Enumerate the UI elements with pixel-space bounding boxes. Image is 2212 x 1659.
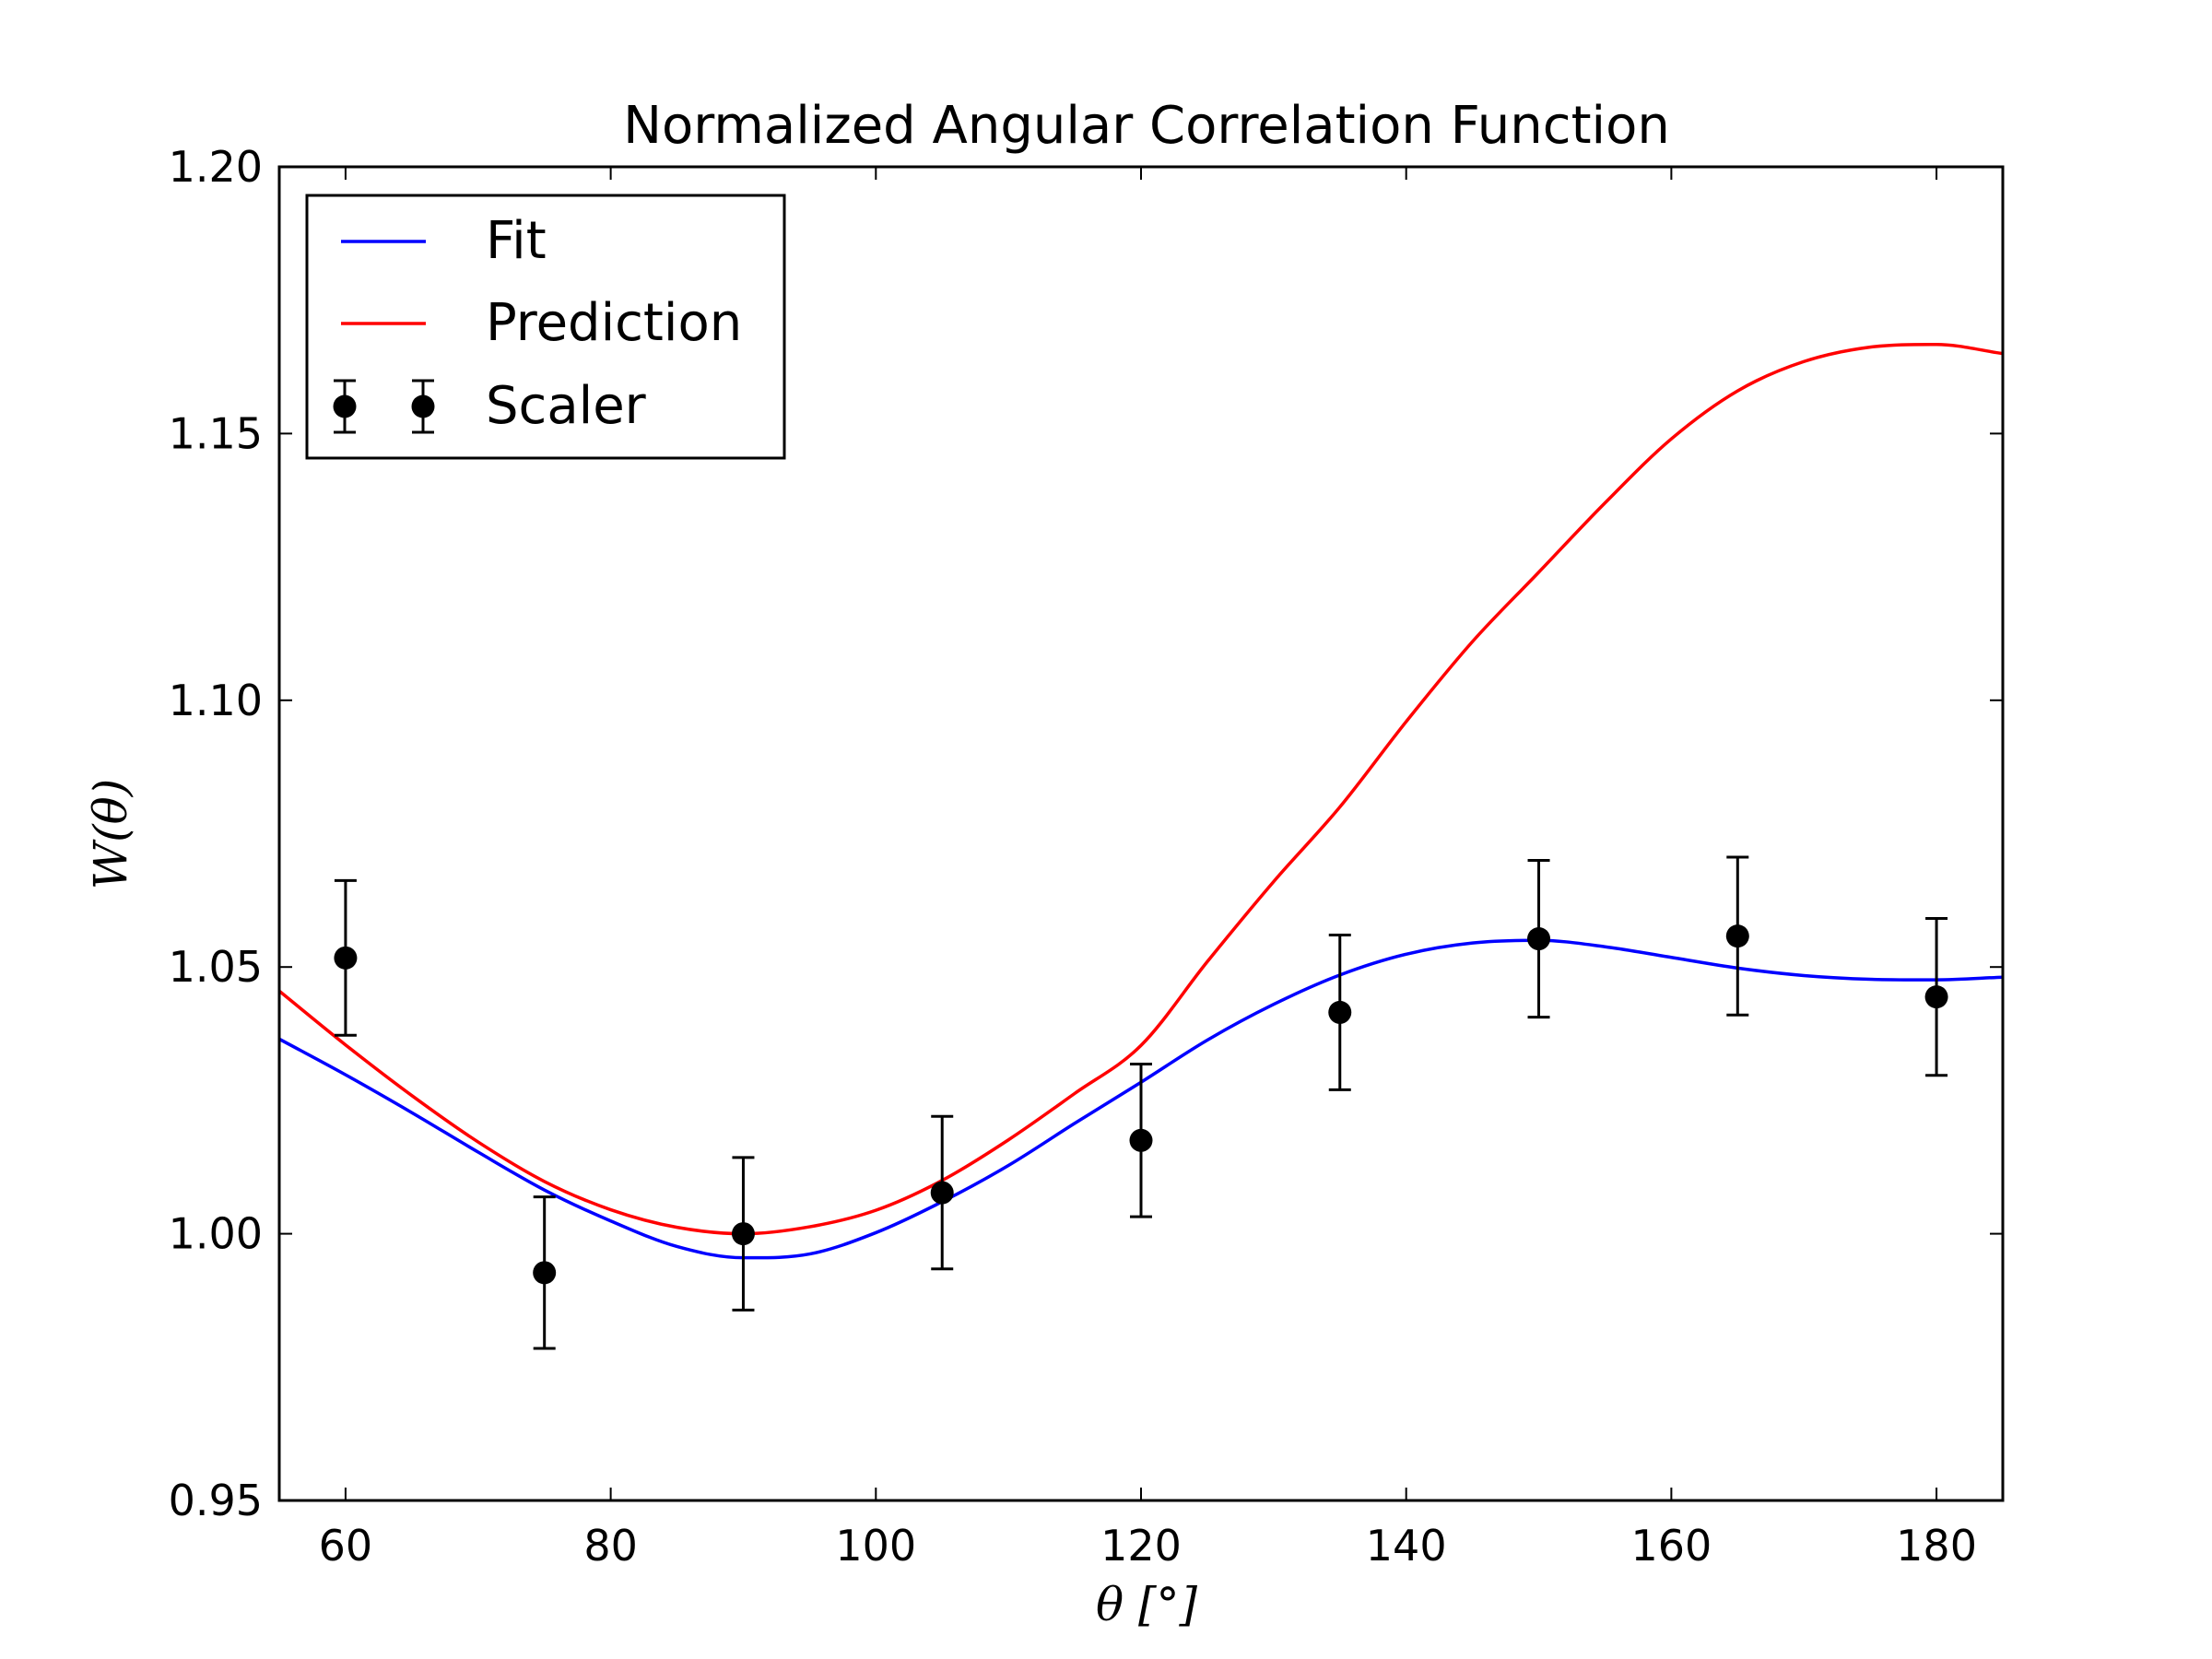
chart-title: Normalized Angular Correlation Function [623, 96, 1670, 156]
axes: 60 80 100 120 140 160 180 0.95 1.00 1.05 1.10 1.15 1… [169, 142, 2005, 1571]
y-tick-label: 0.95 [169, 1476, 263, 1525]
scaler-marker [334, 946, 358, 970]
scaler-marker [930, 1181, 954, 1205]
plot-area [279, 342, 2003, 1350]
scaler-point [1129, 1063, 1153, 1218]
legend-box [305, 194, 786, 460]
y-axis-label: W(θ) [84, 779, 137, 890]
series-fit-line [279, 938, 2003, 1260]
y-tick-label: 1.00 [169, 1209, 263, 1259]
x-tick-label: 180 [1896, 1521, 1977, 1571]
legend-scaler-marker [411, 394, 435, 418]
scaler-marker [1129, 1128, 1153, 1152]
scaler-point [1328, 933, 1352, 1091]
scaler-marker [1527, 927, 1551, 951]
x-tick-label: 60 [319, 1521, 373, 1571]
x-tick-label: 100 [835, 1521, 916, 1571]
scaler-point [1725, 855, 1749, 1017]
y-tick-label: 1.20 [169, 142, 263, 192]
scaler-marker [1924, 985, 1948, 1009]
legend: Fit Prediction Scaler [305, 194, 786, 460]
scaler-point [1924, 917, 1948, 1077]
legend-prediction-label: Prediction [486, 293, 742, 353]
scaler-marker [1725, 924, 1749, 948]
legend-scaler-swatch [333, 379, 435, 434]
scaler-marker [731, 1222, 755, 1246]
legend-fit-label: Fit [486, 211, 547, 271]
x-tick-label: 160 [1630, 1521, 1712, 1571]
y-tick-label: 1.10 [169, 676, 263, 725]
scaler-marker [533, 1261, 557, 1285]
scaler-point [533, 1195, 557, 1350]
legend-scaler-label: Scaler [486, 376, 647, 436]
x-tick-label: 120 [1100, 1521, 1182, 1571]
x-axis-label: θ [°] [1096, 1578, 1198, 1631]
legend-scaler-marker [333, 394, 357, 418]
scaler-point [334, 878, 358, 1037]
scaler-point [1527, 858, 1551, 1019]
series-prediction-line [279, 342, 2003, 1236]
scaler-marker [1328, 1000, 1352, 1024]
y-tick-label: 1.15 [169, 408, 263, 458]
y-tick-label: 1.05 [169, 942, 263, 992]
scaler-point [930, 1114, 954, 1271]
x-tick-label: 80 [583, 1521, 638, 1571]
scaler-point [731, 1156, 755, 1312]
x-tick-label: 140 [1366, 1521, 1447, 1571]
